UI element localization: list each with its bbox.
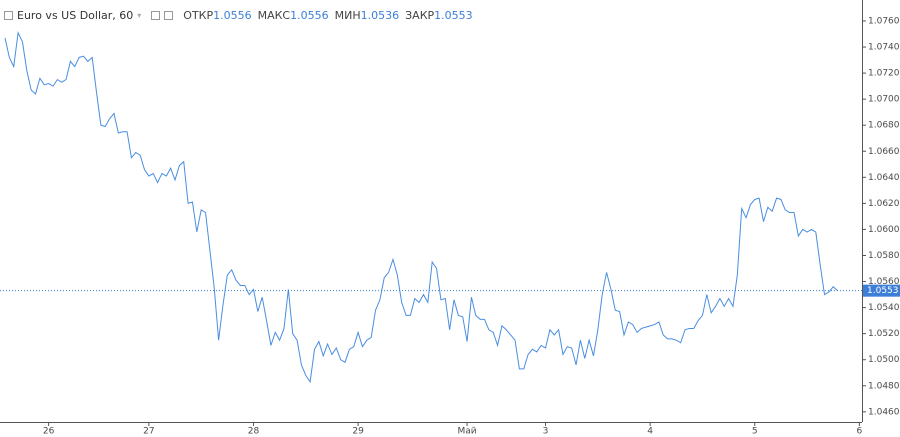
x-tick-label: 4 xyxy=(647,427,653,437)
ohlc-value: 1.0553 xyxy=(434,9,473,22)
x-tick-label: 5 xyxy=(752,427,758,437)
x-tick-label: 3 xyxy=(543,427,549,437)
y-tick-label: 1.0520 xyxy=(868,329,900,339)
y-tick-label: 1.0600 xyxy=(868,225,900,235)
caret[interactable]: ▾ xyxy=(137,11,142,20)
y-tick-label: 1.0660 xyxy=(868,147,900,157)
y-tick-label: 1.0460 xyxy=(868,407,900,417)
y-tick-label: 1.0500 xyxy=(868,355,900,365)
y-tick-label: 1.0620 xyxy=(868,199,900,209)
last-price-box xyxy=(863,284,900,297)
ohlc-value: 1.0536 xyxy=(360,9,400,22)
y-tick-label: 1.0540 xyxy=(868,303,900,313)
y-tick-label: 1.0480 xyxy=(868,381,900,391)
y-tick-label: 1.0760 xyxy=(868,16,900,26)
settings-icon[interactable] xyxy=(151,11,161,20)
ohlc-label: МАКС xyxy=(257,9,291,22)
ohlc-value: 1.0556 xyxy=(290,9,329,22)
collapse-icon[interactable] xyxy=(4,11,13,20)
x-tick-label: 6 xyxy=(857,427,863,437)
y-tick-label: 1.0580 xyxy=(868,251,900,261)
y-tick-label: 1.0560 xyxy=(868,277,900,287)
price-line xyxy=(4,30,838,384)
x-tick-label: 26 xyxy=(43,427,55,437)
x-tick-label: 29 xyxy=(352,427,364,437)
last-price-label: 1.0553 xyxy=(867,286,899,296)
y-tick-label: 1.0680 xyxy=(868,121,900,131)
ohlc: ОТКР1.0556 МАКС1.0556 МИН1.0536 ЗАКР1.0553 xyxy=(177,9,472,22)
y-tick-label: 1.0700 xyxy=(868,95,900,105)
ohlc-value: 1.0556 xyxy=(213,9,252,22)
symbol-title: Euro vs US Dollar, 60 xyxy=(17,9,134,22)
y-tick-label: 1.0740 xyxy=(868,43,900,53)
x-tick-label: 27 xyxy=(143,427,154,437)
x-tick-label: 28 xyxy=(248,427,260,437)
hide-icon[interactable] xyxy=(164,11,174,20)
ohlc-label: ЗАКР xyxy=(405,9,435,22)
legend-header: Euro vs US Dollar, 60 ▾ ОТКР1.0556 МАКС1.… xyxy=(4,9,473,22)
ohlc-label: ОТКР xyxy=(183,9,214,22)
x-tick-label: Май xyxy=(458,427,477,437)
ohlc-label: МИН xyxy=(334,9,361,22)
y-tick-label: 1.0720 xyxy=(868,69,900,79)
y-tick-label: 1.0640 xyxy=(868,173,900,183)
